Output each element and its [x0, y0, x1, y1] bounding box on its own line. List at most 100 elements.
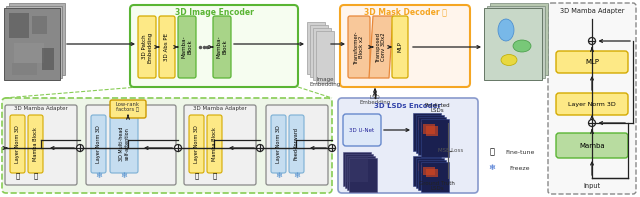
Bar [4, 8, 60, 80]
FancyBboxPatch shape [340, 5, 470, 87]
Text: 3D Patch
Embedding: 3D Patch Embedding [141, 31, 152, 63]
Bar [346, 156, 368, 182]
Text: ❄: ❄ [293, 172, 300, 180]
Text: Layer Norm 3D: Layer Norm 3D [568, 101, 616, 107]
Text: Layer Norm 3D: Layer Norm 3D [194, 125, 199, 163]
Text: 3D U-Net: 3D U-Net [349, 127, 374, 133]
Text: ❄: ❄ [95, 172, 102, 180]
Bar [9, 13, 29, 38]
Ellipse shape [513, 40, 531, 52]
Bar [420, 122, 433, 132]
FancyBboxPatch shape [110, 100, 146, 118]
FancyBboxPatch shape [213, 16, 231, 78]
Bar [415, 115, 444, 153]
Bar [347, 156, 375, 190]
Text: 3D Mamba Adapter: 3D Mamba Adapter [193, 106, 247, 111]
Text: Mamba-
Block: Mamba- Block [182, 36, 193, 58]
Text: MLP: MLP [585, 59, 599, 65]
Text: Predicted
LSDs: Predicted LSDs [424, 103, 450, 113]
Bar [413, 113, 441, 151]
Text: 🔥: 🔥 [15, 173, 20, 179]
Text: Fine-tune: Fine-tune [506, 150, 534, 154]
Circle shape [257, 145, 264, 151]
Text: Layer Norm 3D: Layer Norm 3D [15, 125, 20, 163]
FancyBboxPatch shape [28, 115, 43, 173]
Bar [415, 158, 444, 188]
FancyBboxPatch shape [184, 105, 256, 185]
FancyBboxPatch shape [207, 115, 222, 173]
Bar [487, 6, 545, 78]
Bar [313, 28, 331, 80]
Bar [6, 6, 62, 78]
FancyBboxPatch shape [86, 105, 176, 185]
Polygon shape [369, 16, 393, 78]
Circle shape [175, 145, 182, 151]
Bar [343, 152, 371, 186]
FancyBboxPatch shape [556, 93, 628, 115]
Circle shape [328, 145, 335, 151]
Bar [484, 8, 542, 80]
FancyBboxPatch shape [5, 105, 77, 185]
FancyBboxPatch shape [392, 16, 408, 78]
Text: 3D Mamba Adapter: 3D Mamba Adapter [14, 106, 68, 111]
Bar [418, 163, 430, 171]
Text: 3D LSDs Encoder: 3D LSDs Encoder [374, 103, 442, 109]
Bar [418, 120, 430, 130]
Text: ❄: ❄ [488, 164, 495, 173]
Text: Mamba-
Block: Mamba- Block [216, 36, 227, 58]
Ellipse shape [501, 55, 517, 65]
Text: Mamba Block: Mamba Block [33, 127, 38, 161]
Bar [418, 117, 446, 155]
Bar [420, 165, 433, 173]
FancyBboxPatch shape [271, 115, 286, 173]
FancyBboxPatch shape [159, 16, 175, 78]
Bar [42, 48, 54, 70]
Circle shape [589, 37, 595, 45]
Text: Layer Norm 3D: Layer Norm 3D [276, 125, 281, 163]
FancyBboxPatch shape [556, 51, 628, 73]
FancyBboxPatch shape [91, 115, 106, 173]
Text: Ground Truth
LSDs: Ground Truth LSDs [419, 181, 455, 191]
Text: LSD
Embedding: LSD Embedding [360, 95, 390, 105]
FancyBboxPatch shape [110, 115, 138, 173]
Bar [413, 156, 441, 186]
FancyBboxPatch shape [338, 98, 478, 193]
Text: Low-rank
factors 🔥: Low-rank factors 🔥 [116, 102, 140, 112]
Bar [345, 154, 373, 188]
FancyBboxPatch shape [189, 115, 204, 173]
Bar [423, 124, 435, 134]
Bar [423, 167, 435, 175]
Text: ❄: ❄ [120, 172, 127, 180]
FancyBboxPatch shape [10, 115, 25, 173]
Bar [310, 25, 328, 77]
Text: Feed-forward: Feed-forward [294, 128, 299, 160]
Text: MSE Loss: MSE Loss [438, 149, 463, 153]
Bar [9, 3, 65, 75]
Bar [307, 22, 325, 74]
Text: Transformer-
Block x2: Transformer- Block x2 [354, 30, 364, 64]
Bar [316, 31, 334, 83]
FancyBboxPatch shape [130, 5, 298, 87]
Bar [426, 126, 438, 136]
FancyBboxPatch shape [348, 16, 370, 78]
Bar [418, 160, 446, 190]
Bar [12, 63, 37, 75]
Bar [14, 43, 44, 63]
Text: Transposed
Conv 3Dx2: Transposed Conv 3Dx2 [376, 32, 387, 62]
Ellipse shape [498, 19, 514, 41]
Bar [420, 162, 449, 192]
FancyBboxPatch shape [2, 98, 332, 193]
Text: 🔥: 🔥 [195, 173, 198, 179]
Text: ❄: ❄ [275, 172, 282, 180]
Circle shape [589, 120, 595, 126]
Text: Mamba Block: Mamba Block [212, 127, 217, 161]
FancyBboxPatch shape [266, 105, 328, 185]
Bar [349, 158, 377, 192]
FancyBboxPatch shape [289, 115, 304, 173]
Bar [420, 119, 449, 157]
FancyBboxPatch shape [343, 114, 381, 146]
Text: 3D Multi-head
self-attention: 3D Multi-head self-attention [118, 127, 129, 161]
FancyBboxPatch shape [556, 133, 628, 158]
Text: Image
Embedding: Image Embedding [309, 77, 340, 87]
Bar [426, 169, 438, 177]
